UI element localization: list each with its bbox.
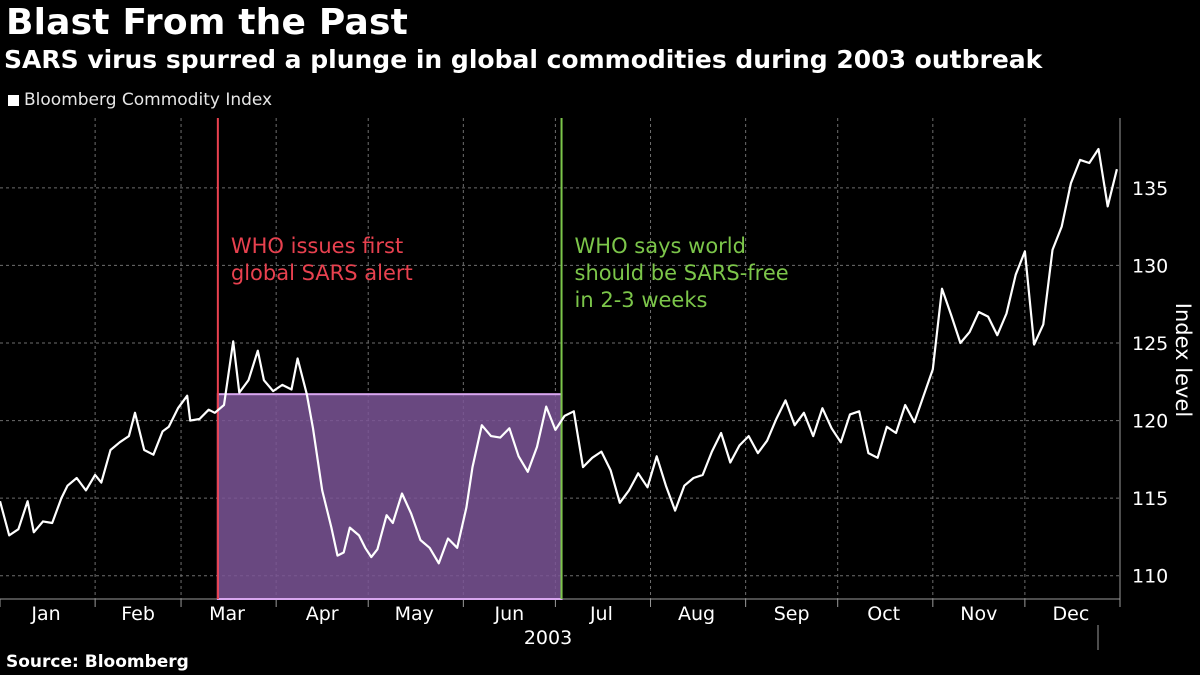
annotation-free-text: in 2-3 weeks — [575, 288, 708, 312]
x-year-label: 2003 — [524, 627, 572, 649]
x-tick-label: Apr — [306, 603, 339, 625]
y-tick-label: 125 — [1132, 333, 1168, 355]
x-tick-label: Mar — [209, 603, 245, 625]
y-tick-label: 130 — [1132, 255, 1168, 277]
x-tick-label: Jun — [494, 603, 525, 625]
annotation-alert-text: global SARS alert — [231, 261, 413, 285]
x-tick-label: Jan — [30, 603, 60, 625]
legend-label: Bloomberg Commodity Index — [24, 90, 273, 110]
x-tick-label: May — [395, 603, 434, 625]
chart-subtitle: SARS virus spurred a plunge in global co… — [4, 45, 1043, 74]
y-tick-label: 120 — [1132, 411, 1168, 433]
y-tick-label: 115 — [1132, 488, 1168, 510]
x-tick-label: Oct — [867, 603, 900, 625]
x-tick-label: Dec — [1053, 603, 1090, 625]
sars-period-shading — [216, 393, 563, 600]
x-tick-label: Nov — [960, 603, 997, 625]
annotation-free-text: should be SARS-free — [575, 261, 789, 285]
legend: Bloomberg Commodity Index — [8, 90, 272, 110]
x-tick-label: Sep — [774, 603, 810, 625]
x-tick-label: Aug — [678, 603, 715, 625]
chart-title: Blast From the Past — [6, 2, 408, 43]
annotation-free-text: WHO says world — [575, 234, 746, 258]
y-tick-label: 135 — [1132, 178, 1168, 200]
source-note: Source: Bloomberg — [6, 652, 189, 672]
index-line — [0, 147, 1118, 565]
x-tick-label: Jul — [589, 603, 613, 625]
y-axis-title: Index level — [1171, 303, 1195, 417]
annotation-alert-text: WHO issues first — [231, 234, 403, 258]
y-tick-label: 110 — [1132, 566, 1168, 588]
legend-swatch — [8, 94, 19, 106]
x-tick-label: Feb — [121, 603, 155, 625]
